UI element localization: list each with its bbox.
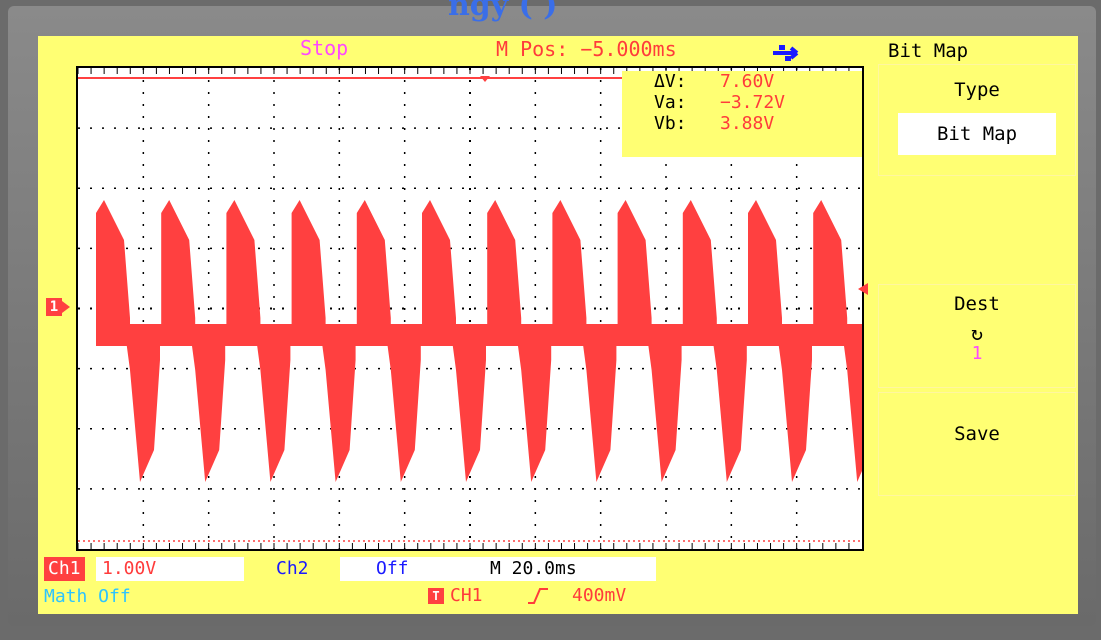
page-headline: ngy ( ) — [448, 0, 558, 23]
oscilloscope-frame: ngy ( ) Stop M Pos: −5.000ms ΔV: 7.60V Va… — [8, 0, 1096, 626]
timebase: M 20.0ms — [470, 557, 656, 581]
rising-edge-icon — [528, 588, 548, 604]
refresh-icon: ↻ — [970, 321, 984, 345]
dest-label: Dest — [954, 293, 1000, 315]
type-label: Type — [954, 79, 1000, 101]
trigger-level: 400mV — [572, 585, 627, 606]
main-position: M Pos: −5.000ms — [496, 37, 677, 61]
channel1-ground-marker[interactable]: 1 — [46, 298, 70, 316]
waveform-grid — [78, 68, 862, 549]
trigger-icon: T — [428, 587, 444, 604]
run-status: Stop — [300, 36, 349, 60]
ch1-label[interactable]: Ch1 — [44, 557, 85, 581]
trigger-position-marker — [480, 76, 490, 82]
dest-option-button[interactable]: Dest ↻ 1 — [878, 284, 1076, 388]
ch1-waveform-band — [96, 324, 862, 346]
delta-v-value: 7.60V — [720, 71, 775, 92]
vb-value: 3.88V — [720, 113, 775, 134]
ch2-label[interactable]: Ch2 — [276, 558, 309, 579]
save-label: Save — [954, 423, 1000, 445]
side-menu: Bit Map Type Bit Map Dest ↻ 1 Save — [876, 36, 1078, 614]
trigger-source: T CH1 — [428, 585, 483, 606]
dest-value: 1 — [971, 343, 983, 364]
save-button[interactable]: Save — [878, 392, 1076, 496]
cursor-readout: ΔV: 7.60V Va: −3.72V Vb: 3.88V — [622, 71, 862, 157]
va-label: Va: — [654, 92, 687, 113]
usb-icon — [773, 45, 799, 61]
waveform-display: ΔV: 7.60V Va: −3.72V Vb: 3.88V — [76, 66, 864, 551]
math-status[interactable]: Math Off — [44, 586, 131, 607]
ch1-scale: 1.00V — [96, 557, 244, 581]
type-value: Bit Map — [898, 113, 1056, 155]
trigger-source-label: CH1 — [450, 585, 483, 606]
delta-v-label: ΔV: — [654, 71, 687, 92]
ch2-state: Off — [340, 557, 470, 581]
vb-label: Vb: — [654, 113, 687, 134]
menu-title: Bit Map — [888, 40, 969, 62]
va-value: −3.72V — [720, 92, 786, 113]
oscilloscope-screen: Stop M Pos: −5.000ms ΔV: 7.60V Va: −3.72V … — [38, 36, 1078, 614]
type-option-button[interactable]: Type Bit Map — [878, 64, 1076, 176]
trigger-level-marker[interactable] — [858, 283, 868, 295]
